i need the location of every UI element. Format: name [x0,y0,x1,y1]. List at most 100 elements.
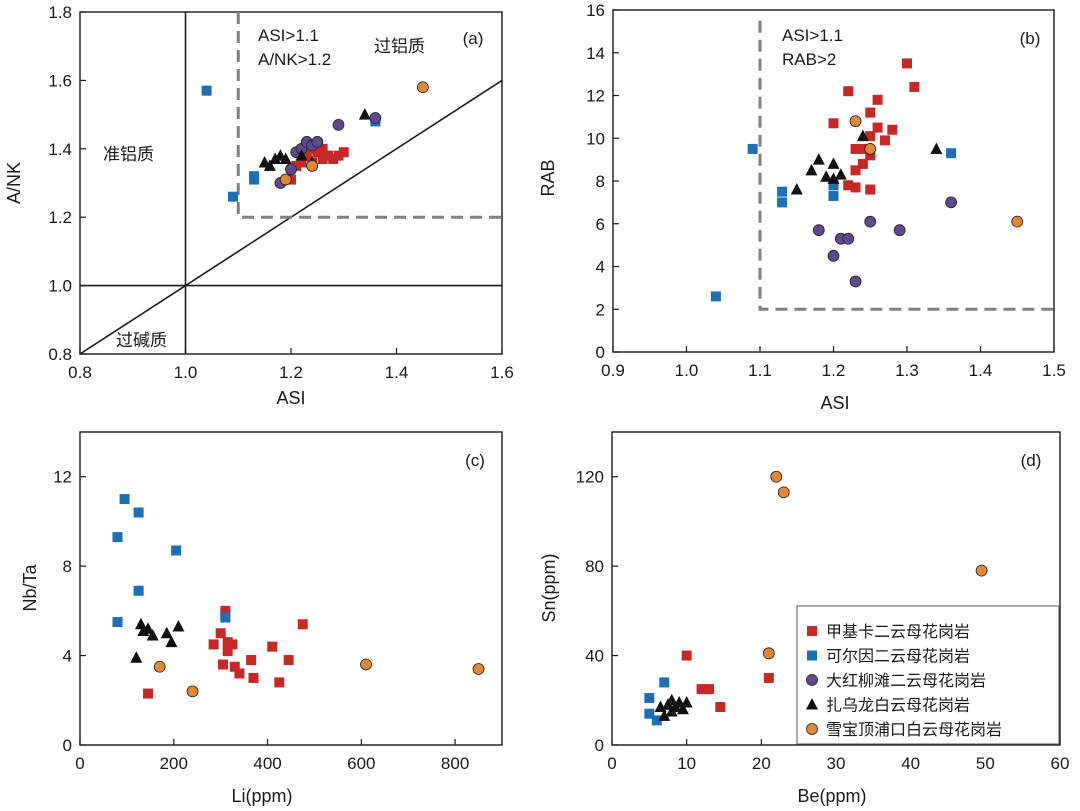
data-point-扎乌龙 [812,153,825,165]
y-tick-label: 1.4 [48,140,72,159]
legend-label-可尔因: 可尔因二云母花岗岩 [826,648,970,666]
panel-c-ylabel: Nb/Ta [20,564,40,612]
data-point-甲基卡 [865,131,876,142]
x-tick-label: 10 [677,754,696,773]
data-point-可尔因 [659,677,670,688]
data-point-扎乌龙 [827,172,840,184]
y-tick-label: 6 [596,215,605,234]
data-point-可尔因 [133,507,144,518]
legend-box [796,605,1060,745]
y-tick-label: 8 [63,557,72,576]
data-point-扎乌龙 [134,617,147,630]
panel-c-ticks: 0 200 400 600 800 0 4 8 12 [53,468,469,773]
threshold-dashed-line [758,20,1054,311]
data-point-甲基卡 [227,639,238,650]
panel-b-threshold-line2: RAB>2 [782,50,836,69]
legend-marker-扎乌龙 [806,698,818,710]
data-point-甲基卡 [879,135,890,146]
data-point-可尔因 [747,143,758,154]
data-point-扎乌龙 [680,696,693,708]
data-point-雪宝顶 [472,663,485,675]
data-point-可尔因 [777,197,788,208]
data-point-甲基卡 [291,160,302,171]
panel-a-peralkaline-label: 过碱质 [116,331,167,350]
data-point-扎乌龙 [279,152,292,165]
panel-a-threshold-line2: A/NK>1.2 [258,50,331,69]
x-tick-label: 0.9 [601,361,625,380]
data-point-甲基卡 [715,701,726,712]
data-point-甲基卡 [333,150,344,161]
data-point-雪宝顶 [762,647,775,660]
x-tick-label: 50 [976,754,995,773]
x-tick-label: 1.5 [1042,361,1066,380]
data-point-雪宝顶 [153,660,166,673]
y-tick-label: 1.6 [48,71,72,90]
panel-c: 0 200 400 600 800 0 4 8 12 (c) Li(ppm) Nb/Ta [20,431,503,806]
x-tick-label: 600 [347,754,375,773]
legend-label-雪宝顶: 雪宝顶浦口白云母花岗岩 [826,721,1002,739]
panel-a: 0.8 1.0 1.2 1.4 1.6 0.8 1.0 1.2 1.4 1.6 1.8 (a) AS… [4,3,514,408]
panel-a-threshold-line1: ASI>1.1 [258,26,319,45]
data-point-扎乌龙 [790,183,803,195]
x-tick-label: 40 [901,754,920,773]
x-tick-label: 30 [827,754,846,773]
data-point-甲基卡 [283,655,294,666]
data-point-大红柳滩 [311,136,324,148]
data-point-扎乌龙 [141,622,154,634]
legend-marker-雪宝顶 [806,723,818,735]
x-tick-label: 1.0 [174,363,198,382]
data-point-甲基卡 [902,58,912,69]
data-point-可尔因 [710,291,721,302]
panel-c-label: (c) [465,451,485,470]
data-point-扎乌龙 [856,129,869,142]
threshold-dashed-line [236,12,502,219]
x-tick-label: 1.2 [279,363,303,382]
data-point-雪宝顶 [770,470,783,483]
data-point-甲基卡 [234,668,245,679]
x-tick-label: 400 [253,754,281,773]
legend-label-扎乌龙: 扎乌龙白云母花岗岩 [826,697,970,715]
data-point-大红柳滩 [827,249,840,262]
x-tick-label: 200 [160,754,188,773]
panel-b-ylabel: RAB [538,159,558,196]
panel-d-ticks: 0 10 20 30 40 50 60 0 40 80 120 [576,468,1070,773]
y-tick-label: 0 [596,343,605,362]
panel-b-points [710,58,1024,302]
data-point-甲基卡 [763,672,774,683]
data-point-甲基卡 [274,677,285,688]
legend-label-甲基卡: 甲基卡二云母花岗岩 [826,623,970,641]
y-tick-label: 120 [576,468,604,487]
data-point-雪宝顶 [975,564,988,577]
data-point-甲基卡 [843,86,854,97]
panel-a-peraluminous-label: 过铝质 [374,37,425,56]
y-tick-label: 1.2 [48,208,72,227]
data-point-扎乌龙 [160,626,173,639]
x-tick-label: 0.8 [68,363,92,382]
data-point-甲基卡 [872,94,883,105]
y-tick-label: 2 [596,300,605,319]
data-point-甲基卡 [246,655,257,666]
legend-items: 甲基卡二云母花岗岩可尔因二云母花岗岩大红柳滩二云母花岗岩扎乌龙白云母花岗岩雪宝顶… [806,623,1002,739]
y-tick-label: 0 [63,736,72,755]
x-tick-label: 0 [75,754,84,773]
x-tick-label: 800 [441,754,469,773]
panel-d-label: (d) [1021,451,1042,470]
panel-a-xlabel: ASI [276,388,305,408]
data-point-扎乌龙 [269,152,282,165]
y-tick-label: 4 [596,258,605,277]
legend-label-大红柳滩: 大红柳滩二云母花岗岩 [826,672,986,690]
data-point-甲基卡 [328,154,339,165]
data-point-甲基卡 [850,143,861,154]
data-point-雪宝顶 [864,143,877,155]
data-point-甲基卡 [909,81,920,92]
panel-a-points [201,81,429,202]
data-point-甲基卡 [865,107,876,118]
data-point-雪宝顶 [360,658,372,671]
data-point-甲基卡 [696,684,707,695]
data-point-甲基卡 [317,143,328,154]
data-point-甲基卡 [850,182,861,193]
data-point-甲基卡 [887,124,898,135]
data-point-可尔因 [171,545,182,556]
data-point-扎乌龙 [834,168,847,180]
data-point-甲基卡 [704,684,715,695]
